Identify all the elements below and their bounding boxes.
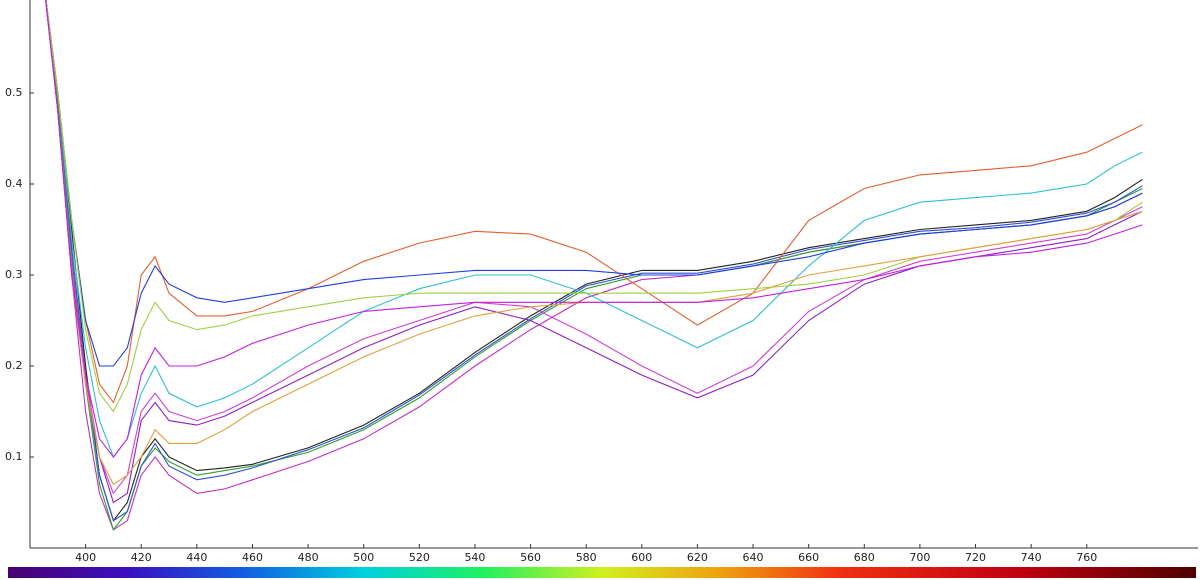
- x-tick-label: 400: [75, 551, 96, 564]
- spectrum-line: [45, 0, 1143, 486]
- x-tick-label: 460: [242, 551, 263, 564]
- spectrum-line: [45, 0, 1143, 531]
- x-tick-label: 480: [298, 551, 319, 564]
- spectrum-line: [45, 0, 1143, 522]
- x-tick-label: 440: [186, 551, 207, 564]
- y-tick-label: 0.2: [5, 359, 23, 372]
- x-tick-label: 420: [131, 551, 152, 564]
- x-tick-label: 600: [631, 551, 652, 564]
- spectrum-line: [45, 0, 1143, 367]
- y-tick-label: 0.1: [5, 450, 23, 463]
- y-tick-label: 0.4: [5, 177, 23, 190]
- spectrum-line: [45, 0, 1143, 459]
- spectrum-line: [45, 0, 1143, 495]
- plot-area: [45, 0, 1143, 531]
- y-tick-label: 0.3: [5, 268, 23, 281]
- x-tick-label: 740: [1021, 551, 1042, 564]
- spectrum-line: [45, 0, 1143, 458]
- spectrum-bar: [8, 567, 1196, 578]
- x-tick-label: 760: [1076, 551, 1097, 564]
- x-tick-label: 640: [743, 551, 764, 564]
- y-tick-label: 0.5: [5, 86, 23, 99]
- spectrum-line: [45, 0, 1143, 504]
- spectrum-line: [45, 0, 1143, 522]
- x-tick-label: 560: [520, 551, 541, 564]
- x-tick-label: 680: [854, 551, 875, 564]
- spectrum-line: [45, 0, 1143, 531]
- x-tick-label: 500: [353, 551, 374, 564]
- x-tick-label: 580: [576, 551, 597, 564]
- x-tick-label: 620: [687, 551, 708, 564]
- x-tick-label: 700: [909, 551, 930, 564]
- x-tick-label: 520: [409, 551, 430, 564]
- x-tick-label: 660: [798, 551, 819, 564]
- x-tick-label: 720: [965, 551, 986, 564]
- spectrum-line: [45, 0, 1143, 413]
- x-tick-label: 540: [464, 551, 485, 564]
- spectrum-line: [45, 0, 1143, 404]
